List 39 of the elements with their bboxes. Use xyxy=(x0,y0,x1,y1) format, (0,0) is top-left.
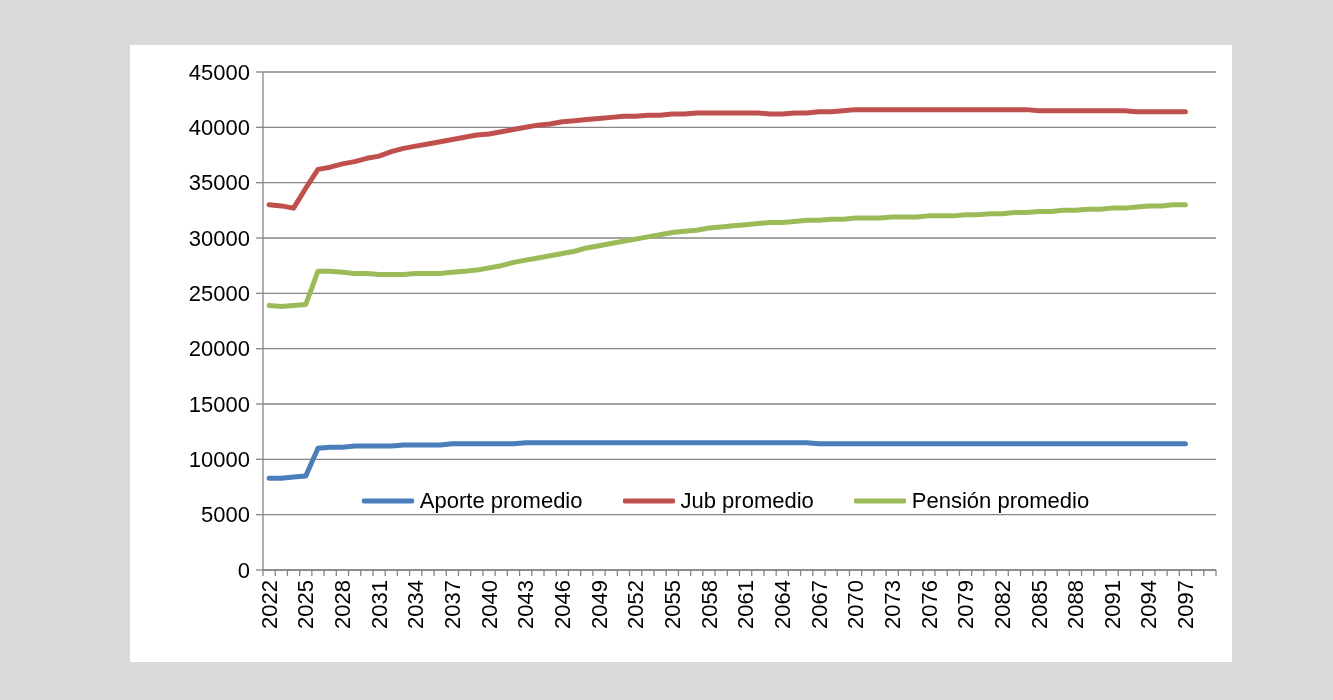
x-tick-label: 2052 xyxy=(623,580,649,629)
x-tick-label: 2022 xyxy=(256,580,282,629)
y-tick-label: 20000 xyxy=(188,336,250,362)
legend-label: Jub promedio xyxy=(680,488,814,514)
x-tick-label: 2082 xyxy=(989,580,1015,629)
x-tick-label: 2034 xyxy=(403,580,429,629)
x-tick-label: 2025 xyxy=(293,580,319,629)
x-tick-label: 2043 xyxy=(513,580,539,629)
x-tick-label: 2094 xyxy=(1136,580,1162,629)
x-tick-label: 2055 xyxy=(660,580,685,629)
x-tick-label: 2085 xyxy=(1026,580,1052,629)
x-tick-label: 2028 xyxy=(330,580,356,629)
y-tick-label: 15000 xyxy=(188,391,250,417)
x-tick-label: 2040 xyxy=(476,580,502,629)
x-tick-label: 2037 xyxy=(440,580,466,629)
x-tick-label: 2091 xyxy=(1099,580,1125,629)
x-tick-label: 2061 xyxy=(733,580,759,629)
x-tick-label: 2076 xyxy=(916,580,942,629)
x-tick-label: 2058 xyxy=(696,580,722,629)
y-tick-label: 40000 xyxy=(188,115,250,141)
y-tick-label: 25000 xyxy=(188,281,250,307)
y-tick-label: 5000 xyxy=(201,502,250,528)
x-tick-label: 2070 xyxy=(843,580,869,629)
x-tick-label: 2073 xyxy=(879,580,905,629)
y-tick-label: 10000 xyxy=(188,447,250,473)
x-tick-label: 2079 xyxy=(953,580,979,629)
legend-label: Aporte promedio xyxy=(419,488,583,514)
x-tick-label: 2097 xyxy=(1173,580,1199,629)
x-tick-label: 2067 xyxy=(806,580,832,629)
y-tick-label: 30000 xyxy=(188,225,250,251)
y-tick-label: 45000 xyxy=(188,59,250,85)
x-tick-label: 2088 xyxy=(1063,580,1089,629)
x-tick-label: 2031 xyxy=(366,580,392,629)
x-tick-label: 2049 xyxy=(586,580,612,629)
y-tick-label: 0 xyxy=(237,557,250,583)
y-tick-label: 35000 xyxy=(188,170,250,196)
x-tick-label: 2046 xyxy=(550,580,576,629)
legend-label: Pensión promedio xyxy=(911,488,1090,514)
x-tick-label: 2064 xyxy=(769,580,795,629)
